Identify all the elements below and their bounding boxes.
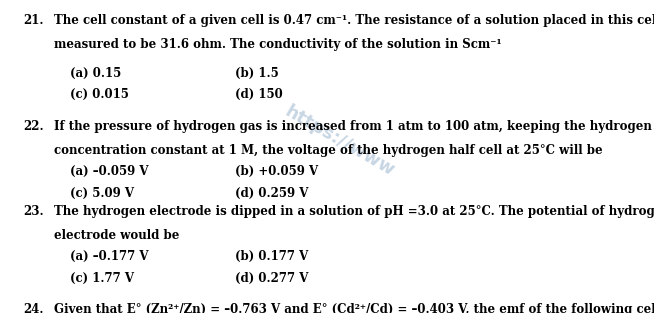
Text: 23.: 23. xyxy=(24,205,44,218)
Text: (b) 0.177 V: (b) 0.177 V xyxy=(235,250,309,263)
Text: Given that E° (Zn²⁺/Zn) = –0.763 V and E° (Cd²⁺/Cd) = –0.403 V, the emf of the f: Given that E° (Zn²⁺/Zn) = –0.763 V and E… xyxy=(54,303,654,313)
Text: (a) –0.177 V: (a) –0.177 V xyxy=(70,250,148,263)
Text: (d) 150: (d) 150 xyxy=(235,88,283,101)
Text: The hydrogen electrode is dipped in a solution of pH =3.0 at 25°C. The potential: The hydrogen electrode is dipped in a so… xyxy=(54,205,654,218)
Text: 22.: 22. xyxy=(24,120,44,133)
Text: concentration constant at 1 M, the voltage of the hydrogen half cell at 25°C wil: concentration constant at 1 M, the volta… xyxy=(54,144,603,157)
Text: The cell constant of a given cell is 0.47 cm⁻¹. The resistance of a solution pla: The cell constant of a given cell is 0.4… xyxy=(54,14,654,27)
Text: (b) +0.059 V: (b) +0.059 V xyxy=(235,165,318,178)
Text: (c) 0.015: (c) 0.015 xyxy=(70,88,129,101)
Text: (d) 0.259 V: (d) 0.259 V xyxy=(235,187,309,200)
Text: (d) 0.277 V: (d) 0.277 V xyxy=(235,272,309,285)
Text: measured to be 31.6 ohm. The conductivity of the solution in Scm⁻¹: measured to be 31.6 ohm. The conductivit… xyxy=(54,38,502,52)
Text: 24.: 24. xyxy=(24,303,44,313)
Text: (a) 0.15: (a) 0.15 xyxy=(70,67,121,80)
Text: If the pressure of hydrogen gas is increased from 1 atm to 100 atm, keeping the : If the pressure of hydrogen gas is incre… xyxy=(54,120,654,133)
Text: 21.: 21. xyxy=(24,14,44,27)
Text: electrode would be: electrode would be xyxy=(54,229,180,242)
Text: https://www: https://www xyxy=(282,102,398,180)
Text: (a) –0.059 V: (a) –0.059 V xyxy=(70,165,148,178)
Text: (c) 1.77 V: (c) 1.77 V xyxy=(70,272,134,285)
Text: (c) 5.09 V: (c) 5.09 V xyxy=(70,187,134,200)
Text: (b) 1.5: (b) 1.5 xyxy=(235,67,279,80)
